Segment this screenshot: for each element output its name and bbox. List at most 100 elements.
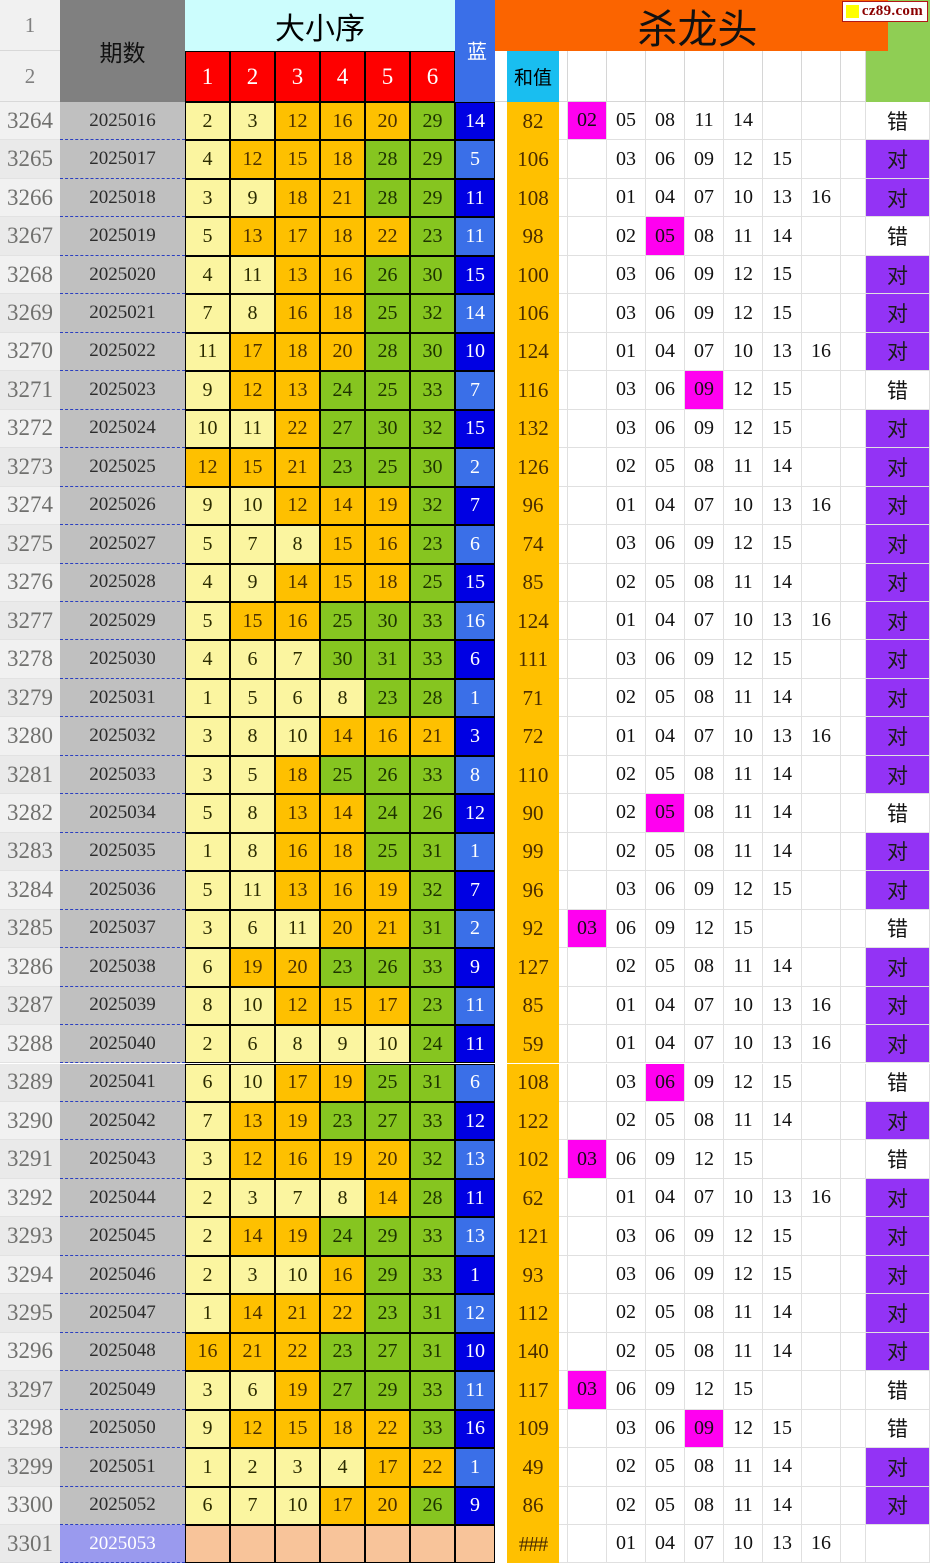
header-kill-slot-2 bbox=[607, 51, 646, 102]
kill-number-cell: 02 bbox=[607, 948, 646, 987]
kill-number-cell: 08 bbox=[685, 1101, 724, 1141]
kill-number-cell: 02 bbox=[607, 1294, 646, 1333]
result-cell: 对 bbox=[866, 1178, 930, 1218]
blue-ball-cell: 11 bbox=[455, 178, 495, 218]
kill-number-cell: 05 bbox=[646, 678, 685, 718]
kill-number-cell: 14 bbox=[763, 948, 802, 987]
gutter-cell bbox=[495, 1178, 507, 1218]
period-cell: 2025037 bbox=[60, 909, 185, 949]
ball-cell-6: 28 bbox=[410, 678, 455, 718]
period-cell: 2025028 bbox=[60, 563, 185, 602]
result-cell: 错 bbox=[866, 1409, 930, 1449]
ball-cell-3: 3 bbox=[275, 1448, 320, 1487]
ball-cell-2: 13 bbox=[230, 217, 275, 256]
ball-cell-3: 10 bbox=[275, 1255, 320, 1295]
result-cell: 对 bbox=[866, 140, 930, 179]
ball-cell-4: 16 bbox=[320, 102, 365, 141]
ball-cell-4: 15 bbox=[320, 525, 365, 564]
period-cell: 2025016 bbox=[60, 102, 185, 141]
ball-cell-3: 13 bbox=[275, 255, 320, 295]
kill-number-cell bbox=[568, 1178, 607, 1218]
ball-cell-5: 28 bbox=[365, 332, 410, 372]
ball-cell-6: 30 bbox=[410, 448, 455, 487]
sum-cell: 110 bbox=[507, 755, 559, 795]
kill-number-cell: 06 bbox=[646, 640, 685, 679]
kill-number-cell: 08 bbox=[685, 1294, 724, 1333]
period-cell: 2025051 bbox=[60, 1448, 185, 1487]
ball-cell-2: 11 bbox=[230, 255, 275, 295]
kill-number-cell: 01 bbox=[607, 986, 646, 1026]
ball-cell-3: 19 bbox=[275, 1101, 320, 1141]
kill-pad-left bbox=[559, 294, 568, 333]
ball-cell-3: 12 bbox=[275, 486, 320, 526]
kill-number-cell: 02 bbox=[607, 1101, 646, 1141]
kill-number-cell: 16 bbox=[802, 601, 841, 641]
gutter-cell bbox=[495, 794, 507, 833]
row-index: 3270 bbox=[0, 332, 60, 372]
ball-cell-4: 19 bbox=[320, 1140, 365, 1179]
ball-cell-5: 10 bbox=[365, 1025, 410, 1064]
kill-number-cell: 04 bbox=[646, 1178, 685, 1218]
ball-cell-1: 4 bbox=[185, 640, 230, 679]
kill-number-cell: 03 bbox=[607, 371, 646, 410]
period-cell: 2025043 bbox=[60, 1140, 185, 1179]
kill-number-cell bbox=[568, 986, 607, 1026]
kill-number-cell: 12 bbox=[685, 1140, 724, 1179]
period-cell: 2025046 bbox=[60, 1255, 185, 1295]
site-watermark: cz89.com bbox=[841, 1, 928, 22]
kill-number-cell: 09 bbox=[685, 255, 724, 295]
ball-cell-2: 11 bbox=[230, 409, 275, 449]
sum-cell: 117 bbox=[507, 1371, 559, 1410]
ball-cell-4: 15 bbox=[320, 986, 365, 1026]
gutter-cell bbox=[495, 294, 507, 333]
kill-number-cell bbox=[568, 332, 607, 372]
kill-number-cell bbox=[802, 217, 841, 256]
ball-cell-1: 3 bbox=[185, 1140, 230, 1179]
ball-cell-1: 2 bbox=[185, 1178, 230, 1218]
ball-cell-1: 5 bbox=[185, 217, 230, 256]
header-kill-slot-7 bbox=[802, 51, 841, 102]
result-cell: 对 bbox=[866, 1217, 930, 1256]
period-cell: 2025027 bbox=[60, 525, 185, 564]
sum-cell: 71 bbox=[507, 678, 559, 718]
ball-cell-4: 24 bbox=[320, 1217, 365, 1256]
blue-ball-cell: 1 bbox=[455, 832, 495, 872]
kill-pad-left bbox=[559, 525, 568, 564]
kill-number-cell: 16 bbox=[802, 1525, 841, 1563]
ball-cell-6: 30 bbox=[410, 332, 455, 372]
header-kill-slot-1 bbox=[568, 51, 607, 102]
kill-number-cell: 10 bbox=[724, 986, 763, 1026]
ball-cell-4: 18 bbox=[320, 140, 365, 179]
ball-cell-2: 11 bbox=[230, 871, 275, 910]
row-index: 3274 bbox=[0, 486, 60, 526]
sum-cell: 74 bbox=[507, 525, 559, 564]
header-ball-col-4: 4 bbox=[320, 51, 365, 102]
kill-number-cell bbox=[802, 832, 841, 872]
kill-number-cell: 02 bbox=[568, 102, 607, 141]
ball-cell-3: 19 bbox=[275, 1371, 320, 1410]
kill-number-cell: 02 bbox=[607, 678, 646, 718]
kill-number-cell bbox=[568, 871, 607, 910]
ball-cell-1: 9 bbox=[185, 486, 230, 526]
kill-number-cell: 01 bbox=[607, 486, 646, 526]
kill-number-cell: 13 bbox=[763, 1525, 802, 1563]
kill-number-cell: 09 bbox=[646, 1371, 685, 1410]
ball-cell-3: 10 bbox=[275, 717, 320, 756]
ball-cell-5: 20 bbox=[365, 1140, 410, 1179]
kill-pad-left bbox=[559, 1140, 568, 1179]
sum-cell: 82 bbox=[507, 102, 559, 141]
gutter-cell bbox=[495, 601, 507, 641]
kill-number-cell: 01 bbox=[607, 178, 646, 218]
ball-cell-5: 22 bbox=[365, 217, 410, 256]
ball-cell-5: 30 bbox=[365, 601, 410, 641]
ball-cell-4: 14 bbox=[320, 717, 365, 756]
gutter-cell bbox=[495, 1101, 507, 1141]
kill-number-cell bbox=[802, 1332, 841, 1372]
row-index: 3291 bbox=[0, 1140, 60, 1179]
kill-number-cell bbox=[802, 1409, 841, 1449]
ball-cell-6: 33 bbox=[410, 755, 455, 795]
gutter-cell bbox=[495, 563, 507, 602]
kill-pad-left bbox=[559, 948, 568, 987]
kill-number-cell: 14 bbox=[763, 1448, 802, 1487]
gutter-cell bbox=[495, 1525, 507, 1563]
